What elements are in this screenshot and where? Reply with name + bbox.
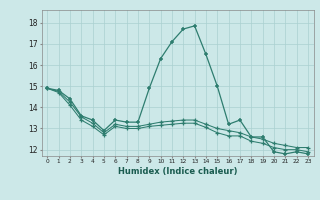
X-axis label: Humidex (Indice chaleur): Humidex (Indice chaleur) [118,167,237,176]
